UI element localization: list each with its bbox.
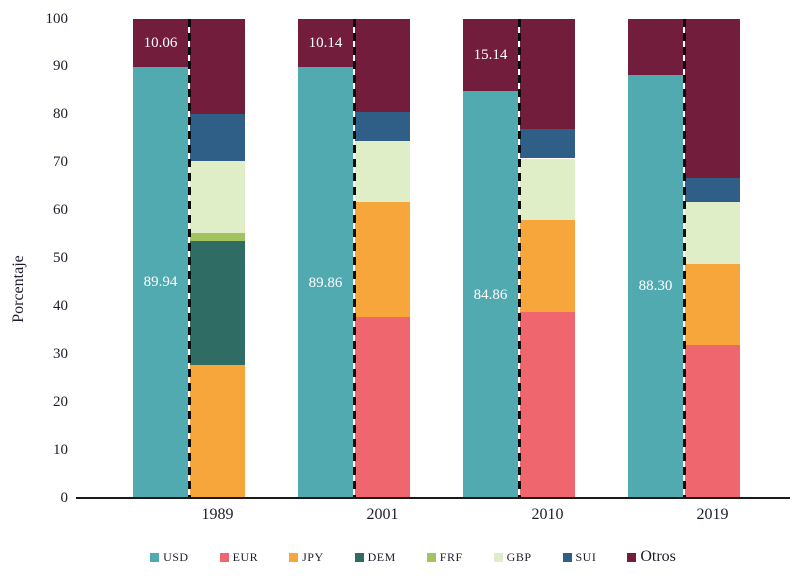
- bar-value-label: 88.30: [638, 278, 673, 295]
- bar-segment-otros: [463, 18, 518, 92]
- y-tick-label: 30: [53, 346, 68, 363]
- x-tick-label: 2001: [366, 506, 399, 523]
- bar-segment-dem: [190, 241, 245, 365]
- bar-value-label: 15.14: [473, 46, 508, 63]
- legend-label: JPY: [302, 549, 324, 564]
- x-tick-label: 1989: [201, 506, 234, 523]
- bar-segment-otros: [298, 18, 353, 68]
- bar-segment-jpy: [355, 202, 410, 317]
- legend-item-eur: EUR: [219, 549, 259, 565]
- bar-segment-otros: [355, 18, 410, 113]
- bar-value-label: 89.86: [308, 274, 343, 291]
- bar-value-label: 89.94: [143, 274, 178, 291]
- legend-swatch-icon: [493, 552, 503, 562]
- bar-segment-jpy: [685, 264, 740, 345]
- bar-segment-sui: [520, 129, 575, 159]
- x-tick-label: 2019: [696, 506, 729, 523]
- legend-item-jpy: JPY: [289, 550, 324, 565]
- legend-item-frf: FRF: [426, 549, 463, 565]
- y-tick-label: 80: [53, 106, 68, 123]
- legend-item-usd: USD: [150, 550, 189, 565]
- bar-segment-jpy: [520, 220, 575, 312]
- y-tick-label: 100: [45, 10, 69, 27]
- bar-segment-eur: [685, 344, 740, 498]
- bar-segment-usd: [298, 67, 353, 498]
- bar-segment-otros: [685, 18, 740, 179]
- legend-swatch-icon: [354, 552, 364, 562]
- legend-label: DEM: [367, 549, 396, 564]
- bar-segment-sui: [355, 112, 410, 142]
- legend-item-dem: DEM: [354, 549, 396, 565]
- legend-label: SUI: [575, 549, 597, 564]
- bar-segment-usd: [133, 66, 188, 498]
- legend-swatch-icon: [150, 552, 160, 562]
- y-tick-label: 70: [53, 154, 68, 171]
- bar-segment-eur: [355, 316, 410, 498]
- bar-segment-otros: [628, 18, 683, 75]
- y-tick-label: 40: [53, 298, 68, 315]
- legend-label: Otros: [640, 548, 676, 565]
- bar-segment-sui: [190, 114, 245, 161]
- y-axis-title: Porcentaje: [10, 255, 27, 323]
- legend-item-gbp: GBP: [493, 549, 532, 565]
- bar-segment-sui: [685, 178, 740, 203]
- bar-segment-jpy: [190, 364, 245, 498]
- y-tick-label: 90: [53, 58, 68, 75]
- dashed-separator-line: [352, 18, 356, 498]
- chart-legend: USD EUR JPY DEM FRF GBP SUI Otros: [0, 548, 800, 566]
- bar-segment-otros: [190, 18, 245, 115]
- bar-value-label: 84.86: [473, 286, 508, 303]
- dashed-separator-line: [517, 18, 521, 498]
- legend-item-sui: SUI: [562, 549, 597, 565]
- bar-value-label: 10.14: [308, 34, 343, 51]
- bar-segment-gbp: [190, 160, 245, 233]
- legend-swatch-icon: [219, 552, 229, 562]
- bar-segment-otros: [520, 18, 575, 130]
- y-tick-label: 50: [53, 250, 68, 267]
- dashed-separator-line: [682, 18, 686, 498]
- bar-value-label: 10.06: [143, 34, 178, 51]
- dashed-separator-line: [187, 18, 191, 498]
- legend-label: FRF: [439, 549, 463, 564]
- bar-segment-gbp: [355, 141, 410, 203]
- legend-swatch-icon: [289, 552, 299, 562]
- legend-swatch-icon: [627, 552, 637, 562]
- y-tick-label: 0: [60, 490, 69, 506]
- y-tick-label: 10: [53, 442, 68, 459]
- x-axis-line: [76, 497, 790, 499]
- bar-segment-gbp: [520, 158, 575, 221]
- legend-swatch-icon: [562, 552, 572, 562]
- y-tick-label: 60: [53, 202, 68, 219]
- legend-label: GBP: [506, 549, 532, 564]
- legend-swatch-icon: [426, 552, 436, 562]
- bar-segment-usd: [628, 74, 683, 498]
- bar-segment-gbp: [685, 202, 740, 264]
- legend-item-otros: Otros: [627, 548, 676, 566]
- bar-segment-otros: [133, 18, 188, 67]
- bar-segment-usd: [463, 91, 518, 498]
- y-tick-label: 20: [53, 394, 68, 411]
- bar-segment-eur: [520, 311, 575, 498]
- bar-segment-frf: [190, 232, 245, 242]
- legend-label: EUR: [232, 549, 259, 564]
- x-tick-label: 2010: [531, 506, 564, 523]
- legend-label: USD: [163, 549, 189, 564]
